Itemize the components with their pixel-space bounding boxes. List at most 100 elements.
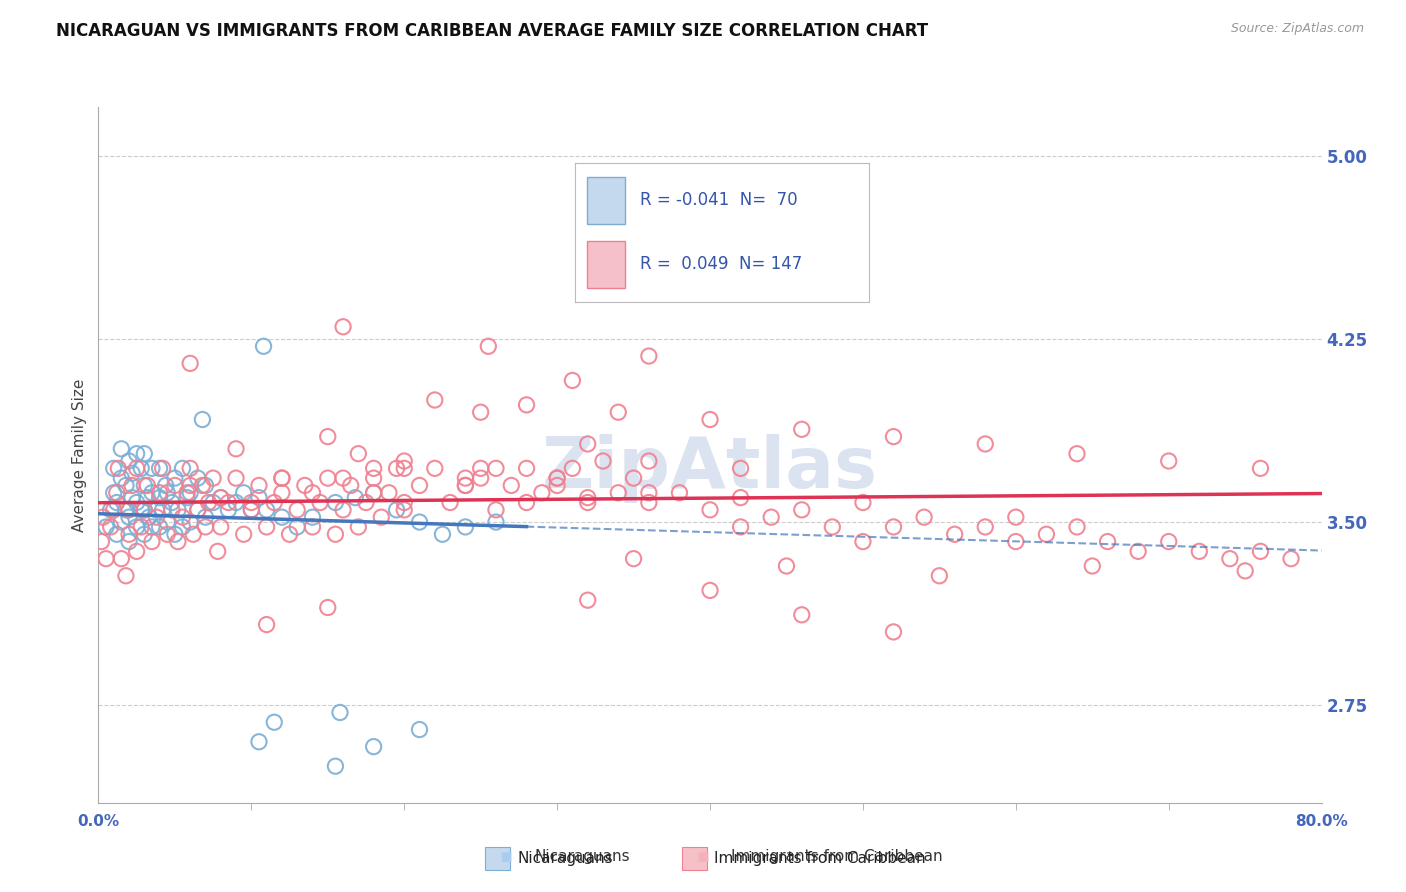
Point xyxy=(561,461,583,475)
Point xyxy=(225,495,247,509)
Point xyxy=(134,527,156,541)
Point xyxy=(316,600,339,615)
Point xyxy=(1004,534,1026,549)
Point xyxy=(121,491,143,505)
Point xyxy=(118,503,141,517)
Point xyxy=(392,503,416,517)
Point xyxy=(172,510,194,524)
Point xyxy=(209,520,232,534)
Point xyxy=(285,520,308,534)
Point xyxy=(105,485,128,500)
Point xyxy=(576,593,599,607)
Point xyxy=(790,422,813,436)
Point xyxy=(107,461,129,475)
Point xyxy=(546,478,568,492)
Point xyxy=(105,495,128,509)
Point xyxy=(392,454,416,468)
Point xyxy=(160,495,183,509)
Point xyxy=(156,527,179,541)
Point xyxy=(339,478,361,492)
Point xyxy=(1035,527,1057,541)
Point xyxy=(912,510,935,524)
Point xyxy=(943,527,966,541)
Point xyxy=(1249,544,1271,558)
Point xyxy=(325,759,347,773)
Point xyxy=(470,461,492,475)
Point xyxy=(477,339,499,353)
Point xyxy=(623,551,645,566)
Point xyxy=(408,515,430,529)
Point xyxy=(454,478,477,492)
Point xyxy=(790,607,813,622)
Point xyxy=(152,461,174,475)
Point xyxy=(194,478,217,492)
Point xyxy=(90,534,112,549)
Point xyxy=(179,356,201,370)
Point xyxy=(270,510,292,524)
Point xyxy=(347,447,370,461)
Point xyxy=(176,491,198,505)
Point xyxy=(883,520,905,534)
Point xyxy=(100,520,122,534)
Point xyxy=(240,503,263,517)
Point xyxy=(256,617,278,632)
Point xyxy=(94,551,117,566)
Point xyxy=(217,503,239,517)
Text: NICARAGUAN VS IMMIGRANTS FROM CARIBBEAN AVERAGE FAMILY SIZE CORRELATION CHART: NICARAGUAN VS IMMIGRANTS FROM CARIBBEAN … xyxy=(56,22,928,40)
Point xyxy=(103,461,125,475)
Point xyxy=(363,485,385,500)
Text: Nicaraguans: Nicaraguans xyxy=(534,849,630,863)
Point xyxy=(470,471,492,485)
Point xyxy=(179,515,201,529)
Point xyxy=(1157,534,1180,549)
Point xyxy=(125,520,148,534)
Point xyxy=(256,520,278,534)
Point xyxy=(110,515,132,529)
Point xyxy=(301,485,323,500)
Point xyxy=(118,510,141,524)
Point xyxy=(1219,551,1241,566)
Point xyxy=(485,515,508,529)
Point xyxy=(194,510,217,524)
Point xyxy=(730,491,752,505)
Point xyxy=(1157,454,1180,468)
Point xyxy=(516,495,538,509)
Point xyxy=(136,491,159,505)
Point xyxy=(316,429,339,443)
Point xyxy=(149,461,172,475)
Point xyxy=(325,527,347,541)
Point xyxy=(354,495,377,509)
Point xyxy=(110,442,132,456)
Point xyxy=(181,527,204,541)
Point xyxy=(454,520,477,534)
Point xyxy=(623,471,645,485)
Point xyxy=(240,495,263,509)
Point xyxy=(1066,447,1088,461)
Point xyxy=(141,461,163,475)
Point xyxy=(363,471,385,485)
Point xyxy=(485,503,508,517)
Point xyxy=(470,405,492,419)
Point xyxy=(332,503,354,517)
Point xyxy=(516,461,538,475)
Point xyxy=(149,485,172,500)
Point xyxy=(118,527,141,541)
Point xyxy=(607,485,630,500)
Point xyxy=(179,478,201,492)
Point xyxy=(759,510,782,524)
Point xyxy=(576,491,599,505)
Point xyxy=(187,503,209,517)
Point xyxy=(408,723,430,737)
Point xyxy=(247,735,270,749)
Point xyxy=(392,461,416,475)
Point xyxy=(134,478,156,492)
Point xyxy=(167,503,190,517)
Point xyxy=(546,471,568,485)
Text: Immigrants from Caribbean: Immigrants from Caribbean xyxy=(731,849,943,863)
Text: Immigrants from Caribbean: Immigrants from Caribbean xyxy=(714,851,927,866)
Point xyxy=(363,461,385,475)
Point xyxy=(637,495,661,509)
Point xyxy=(294,478,316,492)
Point xyxy=(485,461,508,475)
Point xyxy=(699,583,721,598)
